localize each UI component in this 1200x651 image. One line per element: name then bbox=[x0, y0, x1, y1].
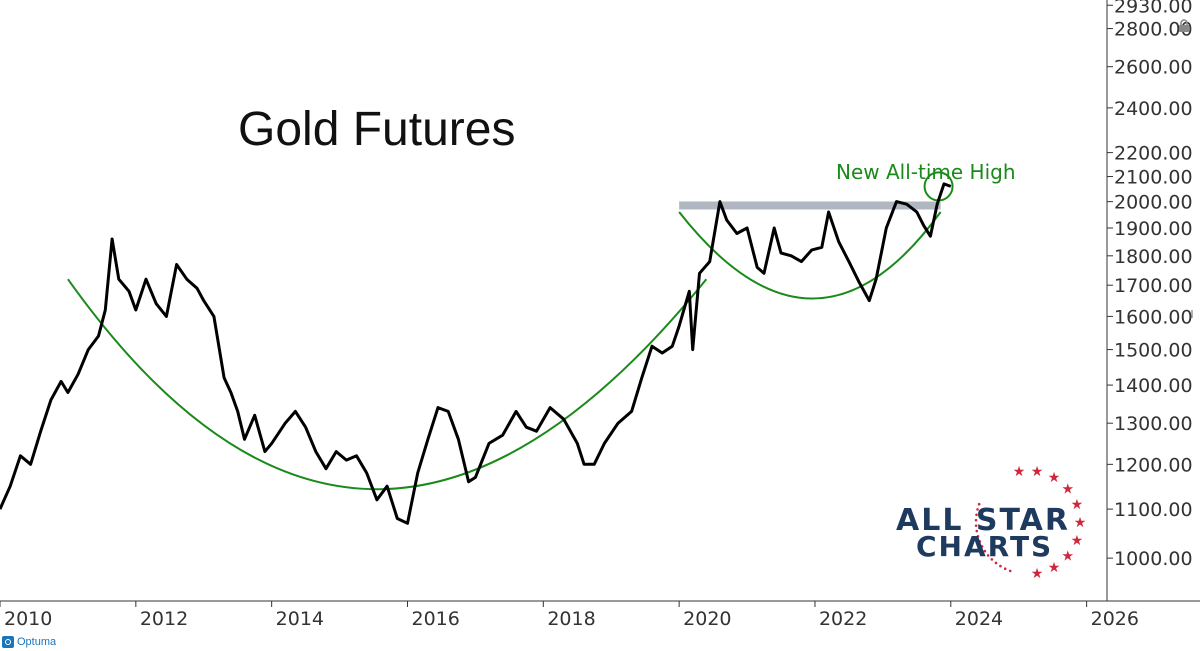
watermark-dot bbox=[983, 549, 987, 553]
watermark-dot bbox=[975, 513, 978, 517]
watermark-dot bbox=[974, 518, 978, 522]
all-star-charts-watermark: ★ ★ ★★★★★★★★ ALL STAR CHARTS bbox=[896, 464, 1086, 582]
watermark-star: ★ bbox=[1071, 533, 1084, 549]
y-tick-label: 1200.00 bbox=[1114, 454, 1193, 476]
x-tick-label: 2024 bbox=[955, 608, 1003, 630]
y-tick-label: 2200.00 bbox=[1114, 143, 1193, 165]
x-tick-label: 2026 bbox=[1091, 608, 1139, 630]
optuma-label: Optuma bbox=[17, 636, 57, 648]
watermark-dot bbox=[975, 529, 979, 533]
watermark-dot bbox=[976, 508, 979, 511]
watermark-star: ★ bbox=[1031, 566, 1044, 582]
price-line bbox=[0, 182, 952, 525]
y-tick-label: 2600.00 bbox=[1114, 57, 1193, 79]
resistance-band bbox=[679, 201, 941, 210]
watermark-dot bbox=[990, 558, 994, 561]
y-tick-label: 1100.00 bbox=[1114, 499, 1193, 521]
y-tick-label: 1500.00 bbox=[1114, 340, 1193, 362]
chart-title: Gold Futures bbox=[238, 103, 515, 156]
watermark-star: ★ bbox=[1048, 560, 1061, 576]
watermark-dot bbox=[980, 545, 984, 548]
watermark-dot bbox=[986, 554, 990, 557]
y-tick-label: 1900.00 bbox=[1114, 218, 1193, 240]
x-tick-label: 2020 bbox=[683, 608, 731, 630]
optuma-brand: Optuma bbox=[2, 634, 56, 650]
watermark-line1: ALL STAR bbox=[896, 503, 1070, 538]
y-tick-label: 1800.00 bbox=[1114, 246, 1193, 268]
lock-icon[interactable] bbox=[1177, 19, 1191, 33]
y-tick-label: 1000.00 bbox=[1114, 548, 1193, 570]
cup-curve bbox=[67, 278, 708, 491]
watermark-dot bbox=[974, 524, 978, 527]
handle-curve bbox=[678, 211, 942, 300]
x-tick-label: 2014 bbox=[276, 608, 324, 630]
x-tick-label: 2010 bbox=[4, 608, 52, 630]
x-tick-label: 2018 bbox=[547, 608, 595, 630]
y-tick-label: 2800.00 bbox=[1114, 19, 1193, 41]
y-tick-label: 1700.00 bbox=[1114, 275, 1193, 297]
watermark-line2: CHARTS bbox=[916, 530, 1053, 563]
y-tick-label: 2000.00 bbox=[1114, 192, 1193, 214]
watermark-star: ★ bbox=[1062, 482, 1075, 498]
watermark-star: ★ bbox=[1048, 470, 1061, 486]
watermark-star: ★ bbox=[1013, 464, 1026, 480]
watermark-dot bbox=[999, 564, 1002, 568]
watermark-dot bbox=[994, 561, 998, 565]
x-tick-label: 2022 bbox=[819, 608, 867, 630]
x-tick-label: 2016 bbox=[411, 608, 459, 630]
y-tick-label: 1400.00 bbox=[1114, 375, 1193, 397]
optuma-logo-icon bbox=[2, 636, 14, 648]
y-tick-label: 1600.00 bbox=[1114, 306, 1193, 328]
x-tick-label: 2012 bbox=[140, 608, 188, 630]
watermark-star: ★ bbox=[1062, 548, 1075, 564]
watermark-star: ★ bbox=[1074, 515, 1087, 531]
watermark-dot bbox=[976, 535, 980, 538]
watermark-dot bbox=[978, 540, 982, 543]
watermark-star: ★ bbox=[1031, 464, 1044, 480]
watermark-dot bbox=[1008, 569, 1012, 573]
y-tick-label: 2400.00 bbox=[1114, 98, 1193, 120]
watermark-dot bbox=[1003, 567, 1007, 571]
watermark-star: ★ bbox=[1071, 497, 1084, 513]
y-tick-label: 2930.00 bbox=[1114, 0, 1193, 17]
watermark-dot bbox=[977, 502, 981, 506]
y-tick-label: 2100.00 bbox=[1114, 167, 1193, 189]
y-tick-label: 1300.00 bbox=[1114, 413, 1193, 435]
plot-area bbox=[0, 0, 1107, 601]
